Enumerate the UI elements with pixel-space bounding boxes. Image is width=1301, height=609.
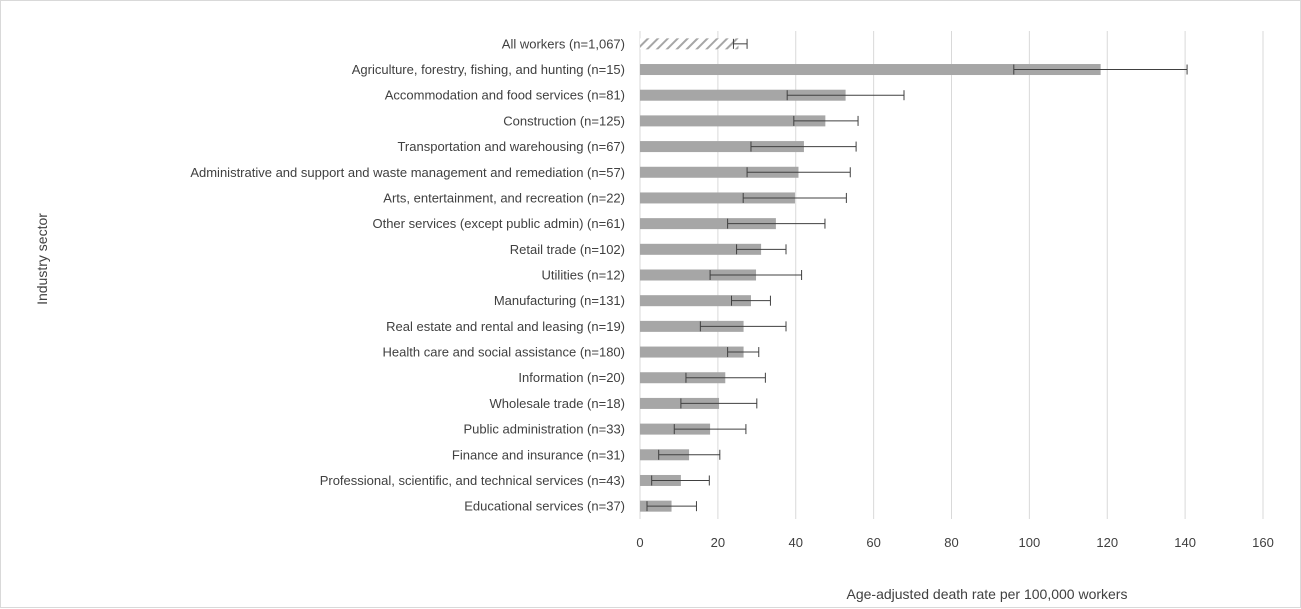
category-label: Health care and social assistance (n=180… [383, 345, 625, 360]
x-tick-label: 100 [1019, 535, 1041, 550]
error-bar [685, 372, 766, 383]
error-bar [731, 295, 771, 306]
x-tick-label: 40 [789, 535, 803, 550]
error-bar [727, 347, 760, 358]
error-bar [742, 192, 847, 203]
error-bar [658, 449, 721, 460]
category-label: Other services (except public admin) (n=… [372, 216, 625, 231]
bars [640, 38, 1101, 512]
category-label: Information (n=20) [518, 370, 625, 385]
x-tick-label: 0 [636, 535, 643, 550]
error-bar [732, 38, 748, 49]
category-labels: All workers (n=1,067) Agriculture, forest… [190, 36, 625, 513]
category-label: Administrative and support and waste man… [190, 165, 625, 180]
error-bar [793, 115, 859, 126]
bar [640, 346, 744, 358]
x-tick-label: 60 [866, 535, 880, 550]
error-bar [699, 321, 787, 332]
category-label: Manufacturing (n=131) [494, 293, 625, 308]
bar [640, 166, 799, 178]
category-label: Wholesale trade (n=18) [490, 396, 626, 411]
error-bar [646, 501, 697, 512]
category-label: Real estate and rental and leasing (n=19… [386, 319, 625, 334]
error-bar [746, 167, 851, 178]
category-label: Educational services (n=37) [464, 499, 625, 514]
bar [640, 243, 762, 255]
x-tick-label: 80 [944, 535, 958, 550]
category-label: Public administration (n=33) [464, 422, 626, 437]
error-bar [750, 141, 857, 152]
error-bar [651, 475, 710, 486]
category-label: Construction (n=125) [503, 113, 625, 128]
y-axis-title: Industry sector [34, 213, 50, 305]
bar [640, 269, 757, 281]
category-label: All workers (n=1,067) [502, 36, 625, 51]
category-label: Transportation and warehousing (n=67) [397, 139, 625, 154]
bar [640, 320, 744, 332]
error-bar [727, 218, 826, 229]
error-bar [680, 398, 758, 409]
category-label: Agriculture, forestry, fishing, and hunt… [352, 62, 625, 77]
x-axis-title: Age-adjusted death rate per 100,000 work… [847, 586, 1128, 602]
bar [640, 141, 804, 153]
x-tick-label: 120 [1096, 535, 1118, 550]
error-bar [673, 424, 747, 435]
bar [640, 218, 776, 230]
error-bars [646, 38, 1188, 512]
bar [640, 64, 1101, 76]
category-label: Accommodation and food services (n=81) [385, 88, 625, 103]
bar [640, 89, 846, 101]
bar [640, 115, 826, 127]
category-label: Finance and insurance (n=31) [452, 447, 625, 462]
x-tick-labels: 0 20 40 60 80 100 120 140 160 [636, 535, 1273, 550]
x-tick-label: 140 [1174, 535, 1196, 550]
error-bar [786, 90, 905, 101]
x-tick-label: 20 [711, 535, 725, 550]
bar [640, 295, 751, 307]
category-label: Professional, scientific, and technical … [320, 473, 625, 488]
category-label: Utilities (n=12) [542, 268, 625, 283]
category-label: Retail trade (n=102) [510, 242, 625, 257]
bar [640, 192, 795, 204]
x-tick-label: 160 [1252, 535, 1274, 550]
error-bar [736, 244, 787, 255]
bar [640, 38, 739, 50]
error-bar [1013, 64, 1188, 75]
category-label: Arts, entertainment, and recreation (n=2… [383, 190, 625, 205]
error-bar [709, 270, 803, 280]
bar [640, 397, 720, 409]
bar [640, 372, 726, 384]
